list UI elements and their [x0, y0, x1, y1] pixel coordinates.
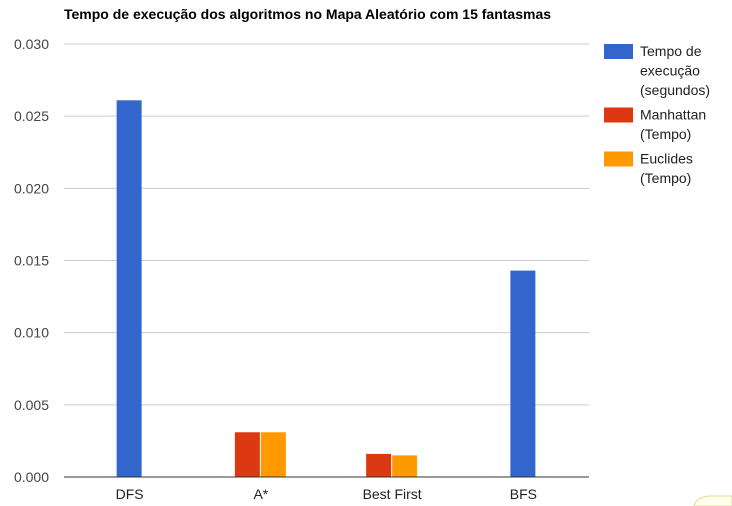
bar-dfs-series-1: [116, 100, 142, 477]
chart-title: Tempo de execução dos algoritmos no Mapa…: [64, 6, 551, 22]
corner-decoration: [693, 495, 732, 506]
x-axis-labels: DFS A* Best First BFS: [116, 486, 537, 502]
legend-label-series-1: Tempo de execução (segundos): [640, 43, 710, 98]
legend-swatch-series-3: [604, 151, 633, 167]
y-tick-label: 0.010: [14, 325, 49, 341]
y-axis-ticks: 0.000 0.005 0.010 0.015 0.020 0.025 0.030: [14, 36, 49, 485]
x-category-label: Best First: [363, 486, 422, 502]
legend-swatch-series-1: [604, 44, 633, 59]
legend: Tempo de execução (segundos) Manhattan (Temp…: [604, 43, 710, 186]
bar-bfs-series-1: [510, 270, 536, 477]
bar-a-series-2: [234, 432, 260, 477]
legend-swatch-series-2: [604, 107, 633, 123]
bar-best-first-series-3: [392, 455, 418, 477]
x-category-label: DFS: [116, 486, 144, 502]
bar-best-first-series-2: [366, 453, 392, 477]
x-category-label: BFS: [510, 486, 537, 502]
bars: [116, 100, 536, 477]
bar-a-series-3: [260, 432, 286, 477]
y-tick-label: 0.005: [14, 397, 49, 413]
legend-label-series-3: Euclides (Tempo): [640, 151, 693, 187]
x-category-label: A*: [253, 486, 268, 502]
gridlines: [64, 43, 589, 406]
y-tick-label: 0.000: [14, 469, 49, 485]
y-tick-label: 0.030: [14, 36, 49, 52]
y-tick-label: 0.015: [14, 253, 49, 269]
y-tick-label: 0.020: [14, 180, 49, 196]
y-tick-label: 0.025: [14, 108, 49, 124]
legend-label-series-2: Manhattan (Tempo): [640, 107, 706, 143]
